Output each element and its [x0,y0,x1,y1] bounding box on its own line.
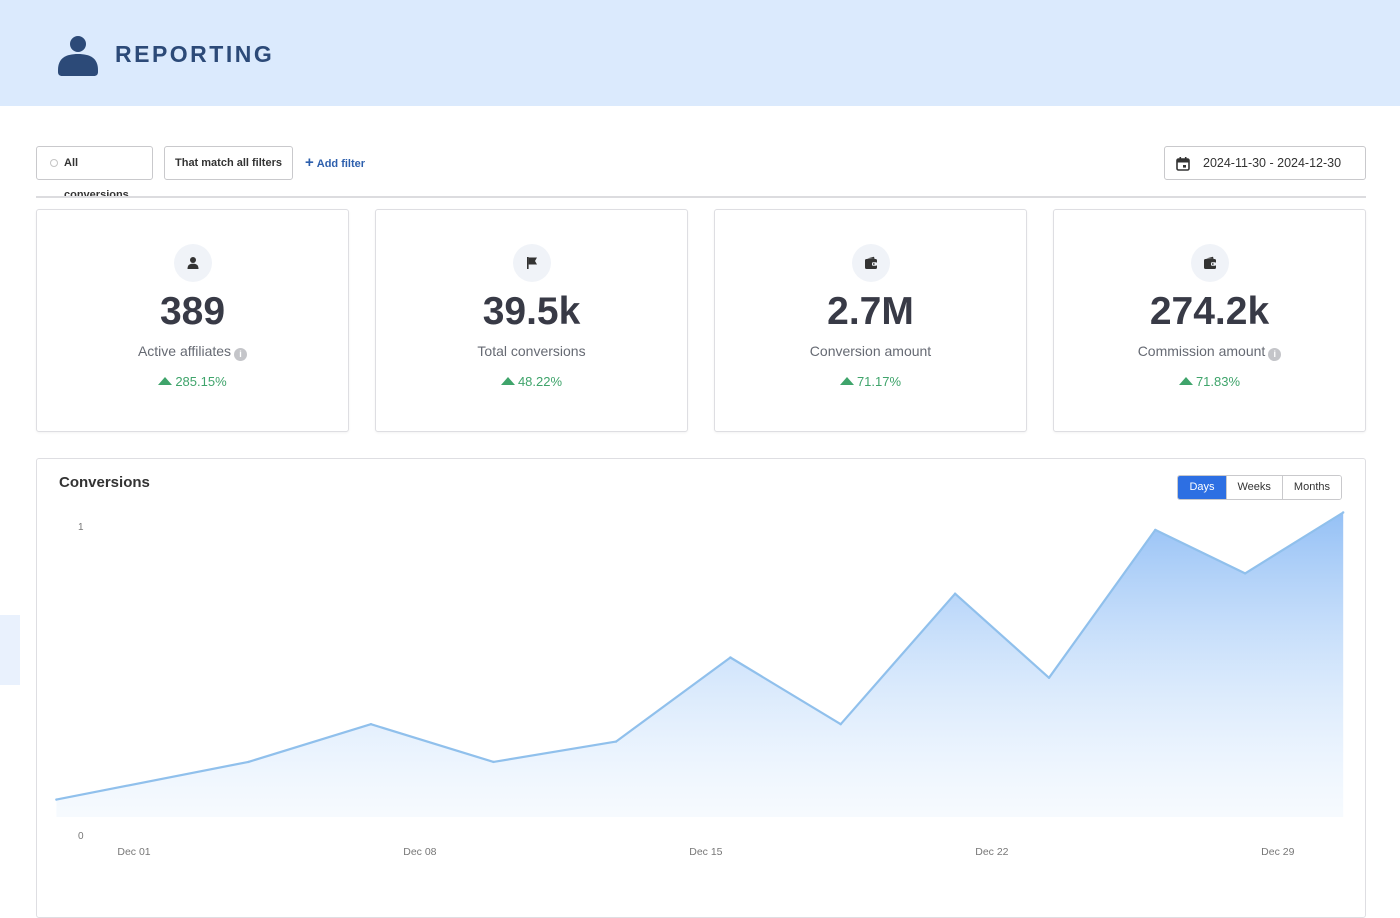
x-tick-label: Dec 15 [689,846,722,858]
add-filter-link[interactable]: + Add filter [305,146,365,180]
stat-label: Total conversions [376,343,687,359]
series-area [56,512,1344,817]
wallet-icon [1203,256,1216,269]
stat-label-text: Total conversions [477,343,586,359]
x-tick-label: Dec 29 [1261,846,1294,858]
data-point[interactable] [1047,676,1051,679]
data-point[interactable] [369,723,373,726]
stat-icon-badge [512,244,551,282]
stat-label: Commission amount i [1054,343,1365,361]
plus-icon: + [305,154,314,171]
filter-toolbar: All conversions That match all filters +… [36,146,1366,201]
stat-card-active-affiliates: 389 Active affiliates i 285.15% [36,209,349,432]
date-range-value: 2024-11-30 - 2024-12-30 [1203,156,1342,170]
conversions-chart: 0 1 Dec 01 Dec 08 Dec 15 Dec 22 Dec 29 [55,511,1345,858]
series-line [56,511,1344,801]
side-tab[interactable] [0,615,20,685]
stat-value: 274.2k [1149,290,1270,333]
info-icon[interactable]: i [1268,348,1282,361]
stat-label-text: Conversion amount [809,343,932,359]
divider [36,196,1366,198]
stat-icon-badge [173,244,212,282]
wallet-icon [864,256,877,269]
add-filter-label: Add filter [316,158,366,170]
conversions-chart-panel: Conversions Days Weeks Months 0 1 Dec 01 De… [36,458,1366,918]
stat-card-conversion-amount: 2.7M Conversion amount 71.17% [714,209,1027,432]
calendar-icon [1176,157,1190,171]
y-tick-label: 0 [78,831,84,842]
stat-delta-value: 48.22% [517,374,563,389]
granularity-toggle: Days Weeks Months [1177,475,1342,500]
x-tick-label: Dec 01 [117,846,150,858]
data-point[interactable] [839,723,842,726]
stat-delta: 285.15% [37,374,348,389]
granularity-weeks-button[interactable]: Weeks [1225,476,1282,499]
x-tick-label: Dec 22 [975,846,1008,858]
stat-delta-value: 285.15% [175,374,227,389]
granularity-months-button[interactable]: Months [1281,476,1341,499]
stat-delta: 71.17% [715,374,1026,389]
chart-title: Conversions [59,474,150,491]
flag-icon [526,257,537,269]
stat-value: 39.5k [482,290,581,333]
stat-icon-badge [1190,244,1229,282]
stat-label-text: Commission amount [1137,343,1266,359]
all-conversions-filter[interactable]: All conversions [36,146,153,201]
y-tick-label: 1 [78,522,84,533]
arrow-up-icon [500,377,515,385]
arrow-up-icon [1178,377,1193,385]
data-point[interactable] [1154,528,1157,532]
data-point[interactable] [247,760,250,764]
stat-label: Active affiliates i [37,343,348,361]
user-icon [187,257,198,269]
x-tick-label: Dec 08 [403,846,436,858]
match-all-filters-dropdown[interactable]: That match all filters [164,146,293,180]
user-icon [58,36,98,76]
stat-icon-badge [851,244,890,282]
info-icon[interactable]: i [234,348,248,361]
granularity-days-button[interactable]: Days [1178,476,1226,499]
stat-value: 389 [159,290,226,333]
stat-card-commission-amount: 274.2k Commission amount i 71.83% [1053,209,1366,432]
app-header: REPORTING [0,0,1400,106]
data-point[interactable] [55,798,58,801]
stat-delta-value: 71.83% [1195,374,1241,389]
radio-icon [50,159,58,167]
data-point[interactable] [1243,572,1247,575]
stat-delta: 71.83% [1054,374,1365,389]
stat-card-total-conversions: 39.5k Total conversions 48.22% [375,209,688,432]
page-title: REPORTING [115,41,275,67]
date-range-picker[interactable]: 2024-11-30 - 2024-12-30 [1164,146,1366,180]
all-conversions-label: All conversions [64,157,129,201]
stat-delta-value: 71.17% [856,374,902,389]
arrow-up-icon [158,377,173,385]
data-point[interactable] [953,592,957,595]
data-point[interactable] [614,740,618,743]
data-point[interactable] [729,656,732,659]
stat-value: 2.7M [827,290,914,333]
data-point[interactable] [492,760,495,764]
match-filters-label: That match all filters [175,157,282,169]
data-point[interactable] [1342,511,1345,514]
stat-label: Conversion amount [715,343,1026,359]
stat-label-text: Active affiliates [137,343,232,359]
arrow-up-icon [839,377,854,385]
stat-delta: 48.22% [376,374,687,389]
